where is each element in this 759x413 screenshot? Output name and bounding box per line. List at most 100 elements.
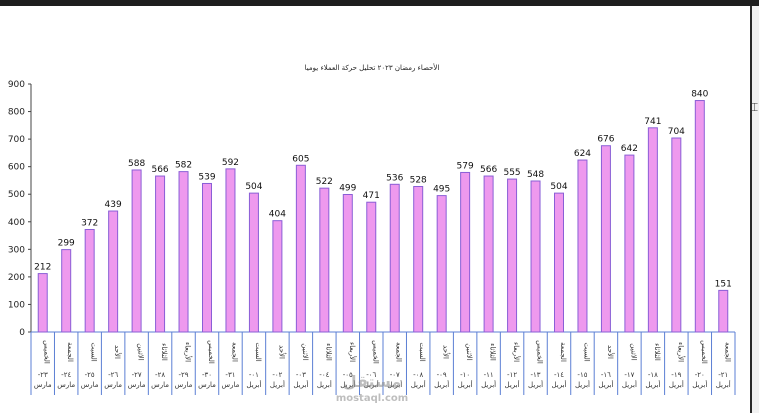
x-tick-date: -٢٦ (108, 371, 118, 379)
data-label: 151 (715, 279, 732, 289)
y-tick-label: 900 (8, 80, 25, 90)
y-tick-label: 100 (8, 300, 25, 310)
y-tick-label: 400 (8, 218, 25, 228)
bar (61, 249, 72, 333)
bar (202, 182, 212, 333)
data-label: 566 (480, 165, 497, 175)
x-tick-date: -١٧ (624, 371, 634, 379)
data-label: 548 (527, 170, 544, 180)
x-tick-date: -١١ (484, 371, 494, 379)
data-label: 624 (574, 149, 591, 159)
bar (483, 175, 494, 333)
bar (577, 159, 588, 333)
data-label: 539 (198, 172, 215, 182)
data-label: 471 (363, 191, 380, 201)
x-tick-month: أبريل (246, 380, 261, 389)
x-tick-day: السبت (90, 342, 98, 361)
bar (366, 201, 377, 333)
x-tick-date: -١٩ (671, 371, 681, 379)
x-tick-month: مارس (198, 381, 216, 389)
bar (554, 192, 564, 333)
x-tick-day: الأحد (113, 345, 122, 359)
chart-bars: 212 299 372 439 588 566 582 539 592 504 404 605 522 4… (34, 90, 732, 333)
x-tick-date: -١٣ (531, 371, 541, 379)
y-tick-label: 200 (8, 273, 25, 283)
watermark-latin: mostaql.com (336, 393, 408, 404)
text-cursor-icon: ⌶ (751, 100, 759, 114)
x-tick-day: الخميس (536, 340, 544, 364)
x-tick-day: السبت (418, 342, 426, 361)
x-tick-day: الثلاثاء (324, 343, 332, 361)
data-label: 504 (245, 182, 262, 192)
x-tick-date: -٠٩ (437, 371, 447, 379)
bar (718, 289, 729, 333)
x-tick-month: أبريل (293, 380, 308, 389)
x-tick-month: أبريل (434, 380, 449, 389)
x-tick-day: الأحد (442, 345, 451, 359)
x-tick-month: مارس (175, 381, 193, 389)
data-label: 495 (433, 185, 450, 195)
x-tick-date: -٠١ (249, 371, 259, 379)
x-tick-day: الأربعاء (184, 342, 193, 362)
watermark: مستقل mostaql.com (336, 372, 408, 404)
y-tick-label: 800 (8, 108, 25, 118)
bar (671, 137, 682, 333)
y-tick-label: 500 (8, 190, 25, 200)
data-label: 372 (81, 218, 98, 228)
data-label: 840 (691, 90, 708, 100)
x-tick-month: أبريل (411, 380, 426, 389)
x-tick-date: -٠٣ (296, 371, 306, 379)
x-tick-month: أبريل (622, 380, 637, 389)
bar (342, 193, 353, 333)
x-tick-month: أبريل (528, 380, 543, 389)
x-tick-month: أبريل (669, 380, 684, 389)
x-tick-day: السبت (254, 342, 262, 361)
x-tick-date: -٢٩ (179, 371, 189, 379)
data-label: 704 (668, 127, 685, 137)
x-tick-day: الاثنين (629, 343, 637, 360)
bar (694, 100, 705, 333)
x-tick-month: مارس (222, 381, 240, 389)
x-tick-date: -١٥ (577, 371, 587, 379)
x-tick-day: الاثنين (301, 343, 309, 360)
x-tick-month: أبريل (505, 380, 520, 389)
data-label: 528 (410, 176, 427, 186)
x-tick-month: أبريل (575, 380, 590, 389)
data-label: 439 (105, 200, 122, 210)
x-tick-day: الخميس (371, 340, 379, 364)
chart-axes: 0 100 200 300 400 500 600 700 800 900 (8, 80, 736, 395)
bar (624, 154, 635, 333)
x-tick-day: الخميس (700, 340, 708, 364)
x-tick-day: الاثنين (465, 343, 473, 360)
chart-title: الأحصاء رمضان ٢٠٢٣ تحليل حركة العملاء يو… (305, 63, 440, 72)
bar (413, 186, 424, 333)
x-tick-day: السبت (582, 342, 590, 361)
x-tick-date: -٢١ (718, 371, 728, 379)
x-tick-month: أبريل (340, 380, 355, 389)
x-tick-month: أبريل (716, 380, 731, 389)
x-tick-day: الجمعة (559, 342, 567, 362)
x-tick-date: -٢٥ (85, 371, 95, 379)
data-label: 588 (128, 159, 145, 169)
bar (295, 164, 306, 333)
x-tick-month: أبريل (270, 380, 285, 389)
bar (530, 180, 541, 333)
x-tick-day: الجمعة (723, 342, 731, 362)
bar (389, 183, 400, 333)
x-tick-day: الثلاثاء (489, 343, 497, 361)
x-tick-day: الخميس (43, 340, 51, 364)
watermark-arabic: مستقل (343, 372, 402, 391)
x-tick-day: الجمعة (66, 342, 74, 362)
y-tick-label: 600 (8, 163, 25, 173)
data-label: 212 (34, 263, 51, 273)
window-right-edge (750, 6, 752, 413)
x-tick-date: -١٨ (648, 371, 658, 379)
x-tick-date: -٣٠ (202, 371, 212, 379)
x-tick-day: الأربعاء (676, 342, 685, 362)
x-tick-date: -٢٤ (61, 371, 71, 379)
bar (108, 210, 119, 333)
window-right-margin (752, 6, 759, 413)
x-tick-month: أبريل (317, 380, 332, 389)
x-tick-month: أبريل (387, 380, 402, 389)
x-tick-month: مارس (104, 381, 122, 389)
